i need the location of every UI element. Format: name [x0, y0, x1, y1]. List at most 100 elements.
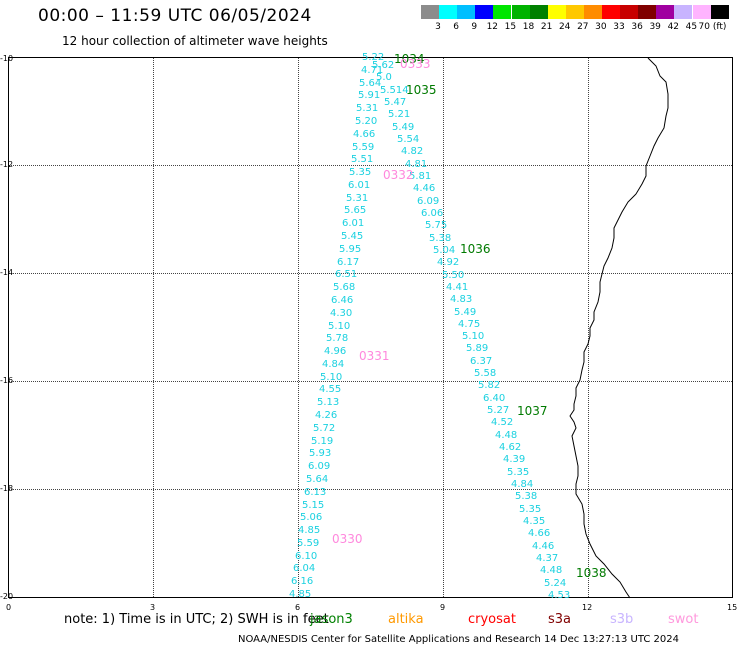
wave-height-value: 6.01: [348, 180, 371, 191]
wave-height-value: 4.41: [446, 282, 469, 293]
legend-label: 6: [453, 22, 459, 32]
wave-height-value: 5.89: [466, 343, 489, 354]
wave-height-value: 5.35: [519, 504, 542, 515]
wave-height-value: 4.96: [324, 346, 347, 357]
cycle-label: 1034: [394, 52, 425, 66]
wave-height-value: 4.66: [353, 129, 376, 140]
wave-height-value: 6.17: [337, 257, 360, 268]
legend-swatch: [475, 5, 494, 19]
wave-height-value: 5.93: [309, 448, 332, 459]
chart-title: 00:00 – 11:59 UTC 06/05/2024: [38, 6, 312, 26]
wave-height-value: 4.55: [319, 384, 342, 395]
wave-height-value: 5.49: [392, 122, 415, 133]
wave-height-value: 5.10: [328, 321, 351, 332]
satellite-key-item: altika: [388, 612, 424, 627]
wave-height-value: 4.84: [511, 479, 534, 490]
wave-height-value: 5.20: [355, 116, 378, 127]
legend-label: 70 (ft): [698, 22, 727, 32]
wave-height-value: 5.64: [306, 474, 329, 485]
wave-height-value: 6.10: [295, 551, 318, 562]
satellite-key-item: s3b: [610, 612, 634, 627]
wave-height-value: 5.10: [462, 331, 485, 342]
legend-swatch: [511, 5, 530, 19]
wave-height-value: 5.58: [474, 368, 497, 379]
grid-line: [298, 58, 299, 597]
wave-height-value: 4.81: [405, 159, 428, 170]
wave-height-value: 4.39: [503, 454, 526, 465]
y-axis-label: -18: [0, 484, 14, 493]
wave-height-value: 5.38: [515, 491, 538, 502]
y-axis-label: -10: [0, 54, 14, 63]
footnote: note: 1) Time is in UTC; 2) SWH is in fe…: [64, 612, 329, 627]
wave-height-value: 5.514: [380, 85, 409, 96]
y-axis-label: -20: [0, 592, 14, 601]
wave-height-value: 5.51: [351, 154, 374, 165]
cycle-label: 1037: [517, 404, 548, 418]
legend-label: 12: [486, 22, 499, 32]
legend-swatch: [565, 5, 584, 19]
legend-label: 3: [435, 22, 441, 32]
wave-height-value: 5.15: [302, 500, 325, 511]
satellite-key-item: s3a: [548, 612, 572, 627]
wave-height-value: 5.82: [478, 380, 501, 391]
wave-height-value: 5.59: [352, 142, 375, 153]
wave-height-value: 4.75: [458, 319, 481, 330]
wave-height-value: 6.16: [291, 576, 314, 587]
wave-height-value: 5.49: [454, 307, 477, 318]
x-axis-label: 3: [150, 603, 156, 612]
grid-line: [9, 489, 732, 490]
legend-swatch: [547, 5, 566, 19]
wave-height-value: 6.46: [331, 295, 354, 306]
legend-swatch: [692, 5, 711, 19]
legend-label: 30: [595, 22, 607, 32]
wave-height-value: 6.51: [335, 269, 358, 280]
x-axis-label: 12: [582, 603, 593, 612]
legend-label: 39: [649, 22, 661, 32]
x-axis-label: 15: [727, 603, 738, 612]
wave-height-value: 5.54: [397, 134, 420, 145]
wave-height-value: 5.78: [326, 333, 349, 344]
wave-height-value: 5.21: [388, 109, 411, 120]
legend-label: 9: [471, 22, 478, 32]
legend-label: 36: [631, 22, 643, 32]
cycle-label: 1035: [406, 83, 437, 97]
wave-height-value: 6.37: [470, 356, 493, 367]
wave-height-value: 5.95: [339, 244, 362, 255]
wave-height-value: 4.46: [413, 183, 436, 194]
legend-label: 33: [613, 22, 625, 32]
wave-height-value: 4.30: [330, 308, 353, 319]
wave-height-value: 4.92: [437, 257, 460, 268]
cycle-label: 0331: [359, 349, 390, 363]
wave-height-value: 5.50: [442, 270, 465, 281]
legend-swatch: [602, 5, 620, 19]
wave-height-value: 6.09: [308, 461, 331, 472]
legend-swatch: [529, 5, 548, 19]
map-plot-area: [8, 57, 733, 598]
cycle-label: 0330: [332, 532, 363, 546]
wave-height-value: 5.68: [333, 282, 356, 293]
cycle-label: 1038: [576, 566, 607, 580]
wave-height-value: 6.09: [417, 196, 440, 207]
grid-line: [9, 165, 732, 166]
credit-line: NOAA/NESDIS Center for Satellite Applica…: [238, 634, 680, 645]
grid-line: [9, 273, 732, 274]
wave-height-value: 5.0: [376, 72, 392, 83]
wave-height-value: 4.71: [361, 65, 384, 76]
grid-line: [588, 58, 589, 597]
wave-height-value: 4.48: [495, 430, 518, 441]
wave-height-value: 5.13: [317, 397, 340, 408]
wave-height-value: 5.31: [356, 103, 379, 114]
legend-label: 42: [667, 22, 680, 32]
legend-swatch: [638, 5, 657, 19]
wave-height-value: 5.19: [311, 436, 334, 447]
wave-height-value: 5.22: [362, 52, 385, 63]
wave-height-value: 5.47: [384, 97, 407, 108]
legend-swatch: [674, 5, 693, 19]
legend-label: 21: [540, 22, 553, 32]
wave-height-value: 4.37: [536, 553, 559, 564]
legend-swatch: [656, 5, 675, 19]
legend-label: 15: [504, 22, 517, 32]
x-axis-label: 6: [295, 603, 301, 612]
grid-line: [9, 381, 732, 382]
